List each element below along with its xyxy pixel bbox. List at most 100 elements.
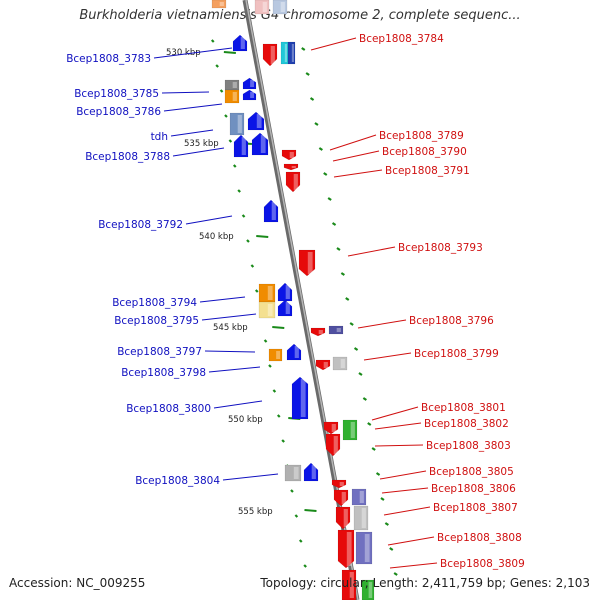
gene-label-left: Bcep1808_3792 [98,219,183,231]
gene-feature [315,359,331,371]
gene-feature [361,579,375,600]
dotted-track-outer [371,447,376,451]
dotted-track-inner [281,439,285,443]
dotted-track-inner [298,539,303,543]
gene-feature [341,569,357,600]
gene-feature [333,489,349,507]
gene-shading [270,46,275,64]
leader-line-left [213,400,263,409]
gene-shading [341,492,346,504]
gene-shading [331,424,336,432]
dotted-track-inner [246,239,250,243]
gene-label-right: Bcep1808_3790 [382,146,467,158]
leader-line-right [374,422,422,430]
gene-shading [336,328,341,332]
gene-label-left: Bcep1808_3797 [117,346,202,358]
dotted-track-outer [358,372,363,376]
gene-label-left: tdh [151,131,168,143]
gene-feature [211,0,227,9]
dotted-track-outer [301,47,306,51]
gene-shading [240,37,245,49]
gene-shading [260,135,266,153]
kbp-tick [304,509,317,512]
gene-feature [332,356,348,371]
gene-shading [285,302,290,314]
leader-line-left [201,313,257,321]
gene-label-right: Bcep1808_3791 [385,165,470,177]
gene-shading [368,582,373,598]
dotted-track-inner [276,414,281,418]
gene-label-right: Bcep1808_3796 [409,315,494,327]
gene-label-right: Bcep1808_3809 [440,558,525,570]
gene-label-left: Bcep1808_3783 [66,53,151,65]
gene-shading [349,572,354,598]
leader-line-left [170,129,214,137]
dotted-track-outer [345,297,350,301]
gene-label-right: Bcep1808_3808 [437,532,522,544]
gene-feature [331,479,347,489]
gene-feature [258,301,276,319]
gene-shading [307,252,313,274]
dotted-track-inner [210,39,215,43]
dotted-track-outer [384,522,389,526]
leader-line-right [363,352,412,361]
gene-label-left: Bcep1808_3786 [76,106,161,118]
gene-shading [293,467,299,479]
kbp-label: 540 kbp [199,232,234,242]
leader-line-right [383,506,431,516]
dotted-track-inner [232,164,237,168]
gene-shading [267,304,273,316]
dotted-track-outer [367,422,372,426]
gene-label-right: Bcep1808_3805 [429,466,514,478]
dotted-track-inner [290,489,294,493]
gene-shading [262,2,267,12]
gene-shading [219,2,224,6]
gene-label-left: Bcep1808_3800 [126,403,211,415]
dotted-track-outer [314,122,319,126]
dotted-track-inner [263,339,268,343]
gene-feature [285,171,301,193]
gene-shading [346,532,352,566]
leader-line-left [153,47,233,59]
dotted-track-outer [318,147,323,151]
dotted-track-outer [349,322,354,326]
leader-line-left [172,147,225,157]
gene-shading [343,509,348,527]
leader-line-right [310,37,357,51]
dotted-track-outer [309,97,315,101]
gene-feature [286,343,302,361]
gene-shading [300,379,306,417]
dotted-track-inner [228,139,233,143]
dotted-track-outer [393,572,398,576]
dotted-track-outer [305,72,310,76]
leader-line-right [332,150,380,162]
gene-shading [361,508,366,528]
leader-line-right [374,444,424,447]
leader-line-right [387,536,435,546]
dotted-track-outer [362,397,367,401]
gene-label-left: Bcep1808_3795 [114,315,199,327]
leader-line-right [357,319,407,329]
gene-shading [250,92,255,98]
gene-shading [291,44,294,62]
gene-feature [258,283,276,303]
dotted-track-outer [389,547,394,551]
gene-feature [281,149,297,161]
leader-line-left [222,473,279,481]
gene-shading [241,137,246,155]
gene-feature [254,0,270,15]
kbp-label: 545 kbp [213,323,248,333]
gene-shading [284,44,287,62]
gene-feature [262,43,278,67]
gene-feature [335,506,351,530]
dotted-track-inner [303,564,307,568]
dotted-track-outer [336,247,341,251]
leader-line-left [204,350,256,353]
gene-label-right: Bcep1808_3784 [359,33,444,45]
gene-feature [298,249,316,277]
gene-feature [337,529,355,569]
gene-feature [263,199,279,223]
gene-feature [232,34,248,52]
dotted-track-inner [224,114,228,118]
leader-line-left [185,215,233,225]
